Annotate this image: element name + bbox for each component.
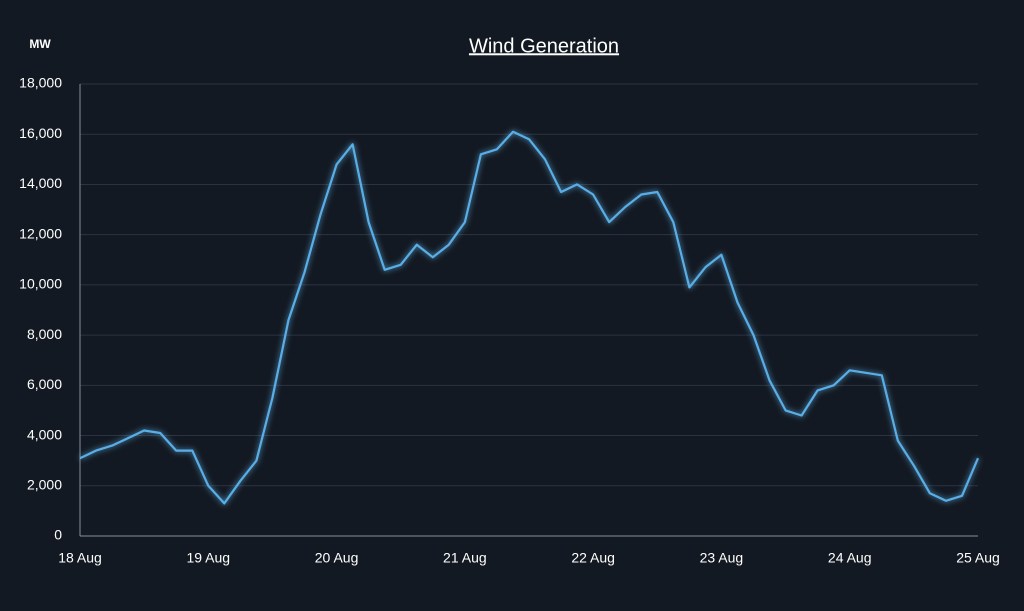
x-tick-label: 18 Aug [58,550,102,566]
y-tick-label: 2,000 [27,476,62,492]
y-tick-label: 4,000 [27,426,62,442]
x-tick-label: 25 Aug [956,550,1000,566]
x-tick-label: 21 Aug [443,550,487,566]
x-tick-label: 19 Aug [186,550,230,566]
line-series [79,130,980,505]
y-tick-label: 16,000 [19,125,62,141]
y-tick-label: 10,000 [19,276,62,292]
chart-title: Wind Generation [469,35,619,57]
y-axis-label: MW [29,37,51,51]
x-tick-label: 20 Aug [315,550,359,566]
y-tick-label: 6,000 [27,376,62,392]
y-tick-label: 12,000 [19,225,62,241]
x-tick-label: 22 Aug [571,550,615,566]
x-tick-label: 24 Aug [828,550,872,566]
y-tick-label: 18,000 [19,75,62,91]
y-tick-label: 8,000 [27,326,62,342]
y-tick-label: 0 [54,527,62,543]
x-tick-label: 23 Aug [700,550,744,566]
y-tick-label: 14,000 [19,175,62,191]
